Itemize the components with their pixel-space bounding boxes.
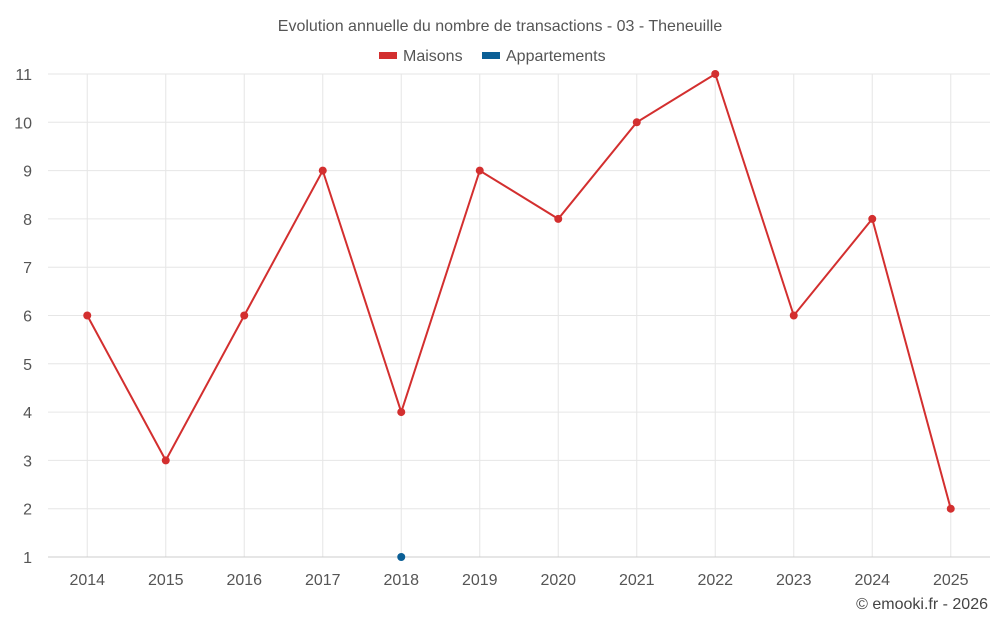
x-tick-label: 2018 [383, 572, 419, 589]
y-tick-label: 7 [23, 260, 32, 277]
x-tick-label: 2019 [462, 572, 498, 589]
data-point-maisons [632, 118, 641, 127]
y-tick-label: 6 [23, 309, 32, 326]
x-tick-label: 2025 [933, 572, 969, 589]
chart-title: Evolution annuelle du nombre de transact… [278, 18, 723, 35]
x-tick-label: 2016 [226, 572, 262, 589]
y-axis: 1 2 3 4 5 6 7 8 9 10 11 [14, 67, 32, 567]
x-tick-label: 2015 [148, 572, 184, 589]
x-tick-label: 2020 [540, 572, 576, 589]
y-tick-label: 4 [23, 405, 32, 422]
x-tick-label: 2014 [69, 572, 105, 589]
data-point-maisons [397, 408, 406, 417]
y-tick-label: 8 [23, 212, 32, 229]
chart-series [83, 70, 955, 561]
credit-text: © emooki.fr - 2026 [856, 596, 988, 613]
legend-swatch-appartements [482, 52, 500, 59]
data-point-maisons [318, 166, 327, 175]
chart-grid [48, 73, 990, 558]
y-tick-label: 1 [23, 550, 32, 567]
y-tick-label: 3 [23, 453, 32, 470]
data-point-appartements [397, 553, 406, 561]
legend-label-maisons: Maisons [403, 48, 463, 65]
x-tick-label: 2021 [619, 572, 655, 589]
y-tick-label: 9 [23, 164, 32, 181]
data-point-maisons [83, 311, 92, 320]
series-line-maisons [86, 72, 952, 509]
y-tick-label: 2 [23, 502, 32, 519]
x-tick-label: 2023 [776, 572, 812, 589]
x-axis: 2014 2015 2016 2017 2018 2019 2020 2021 2022 2023… [69, 572, 968, 589]
x-tick-label: 2024 [854, 572, 890, 589]
data-point-maisons [789, 311, 798, 320]
legend-swatch-maisons [379, 52, 397, 59]
legend-label-appartements: Appartements [506, 48, 606, 65]
data-point-maisons [554, 214, 563, 223]
data-point-maisons [711, 70, 720, 78]
chart-legend: Maisons Appartements [379, 48, 606, 65]
data-point-maisons [868, 214, 877, 223]
y-tick-label: 10 [14, 115, 32, 132]
data-point-maisons [475, 166, 484, 175]
y-tick-label: 5 [23, 357, 32, 374]
x-tick-label: 2022 [697, 572, 733, 589]
y-tick-label: 11 [15, 67, 32, 84]
data-point-maisons [946, 504, 955, 513]
x-tick-label: 2017 [305, 572, 341, 589]
data-point-maisons [161, 456, 170, 465]
data-point-maisons [240, 311, 249, 320]
